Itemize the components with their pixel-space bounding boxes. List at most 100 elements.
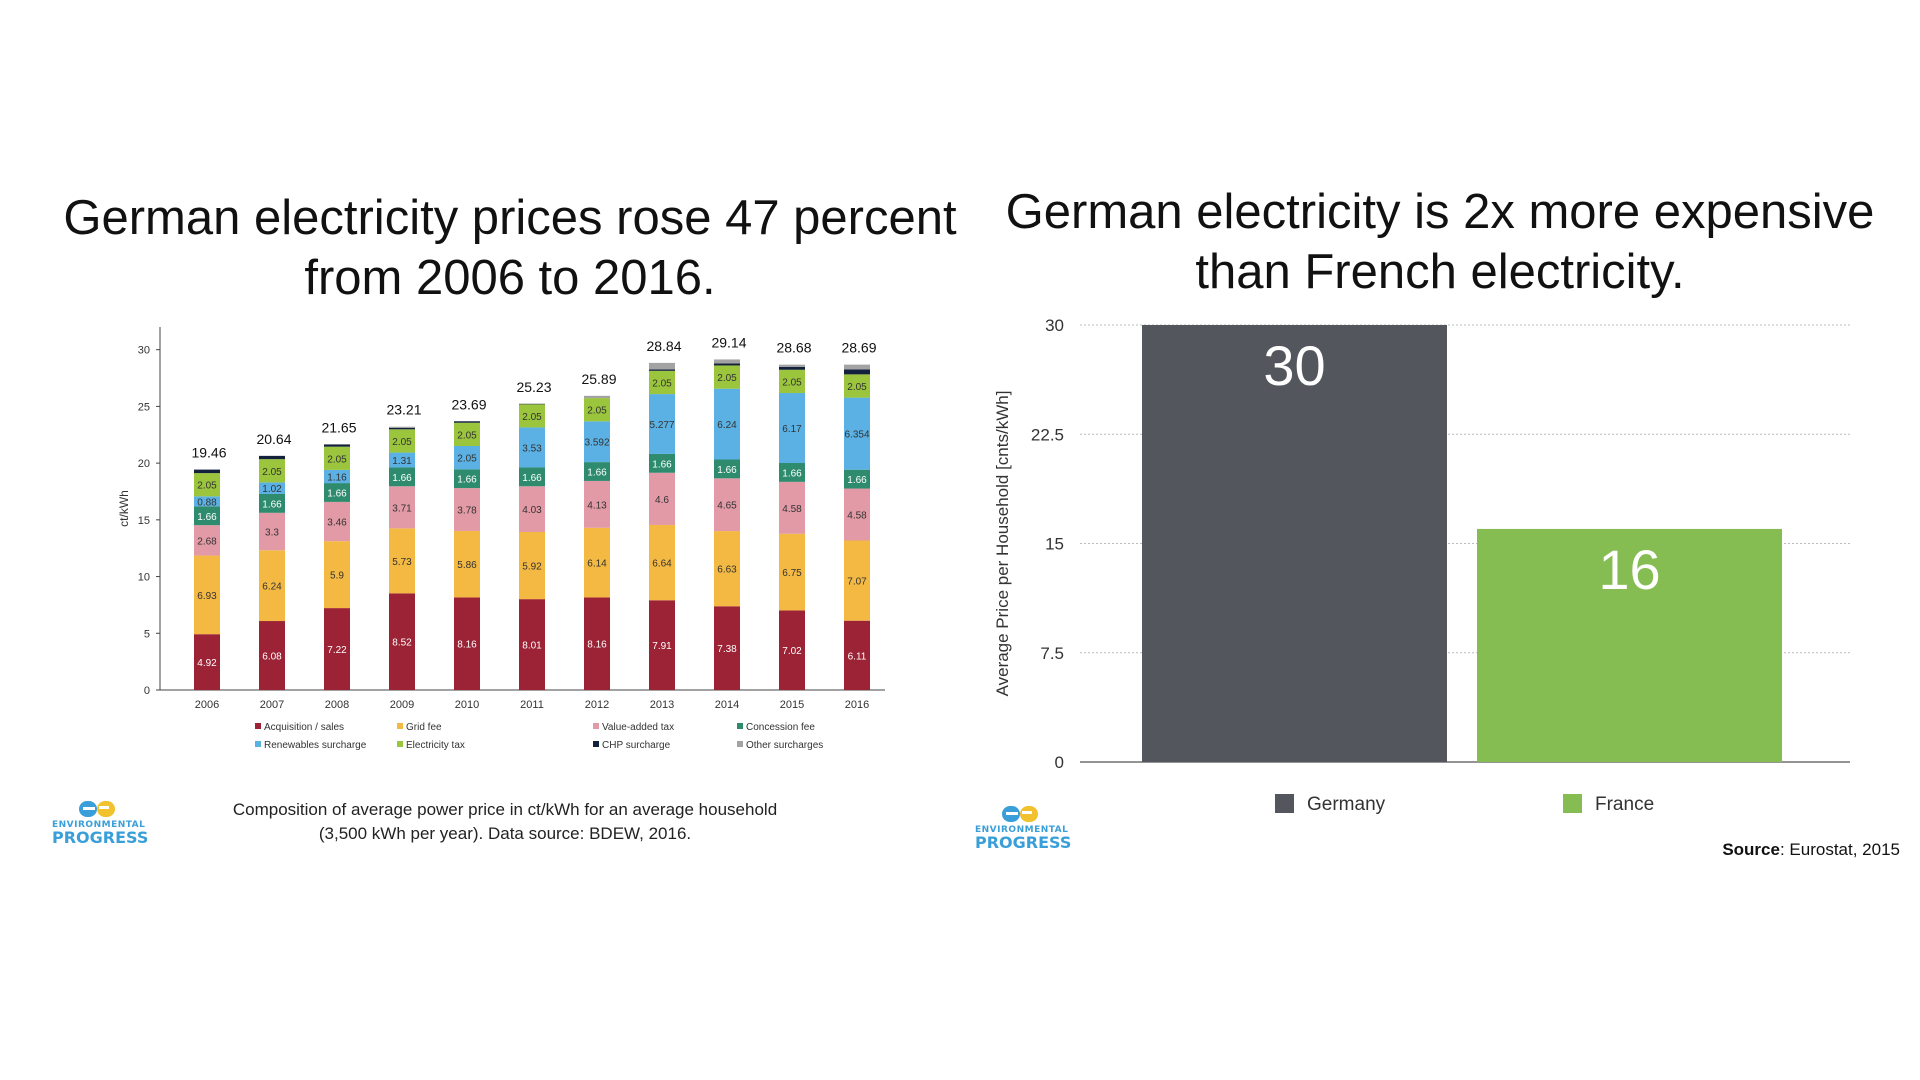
- bar-segment: [259, 455, 285, 460]
- legend-label: CHP surcharge: [602, 740, 671, 751]
- segment-label: 1.66: [847, 475, 867, 486]
- bar: [1142, 325, 1447, 762]
- bar-segment: [389, 467, 415, 487]
- segment-label: 2.05: [587, 406, 607, 417]
- segment-label: 3.46: [327, 518, 347, 529]
- logo-line1: ENVIRONMENTAL: [975, 825, 1069, 835]
- legend-swatch: [397, 741, 403, 747]
- segment-label: 4.6: [655, 495, 669, 506]
- total-label: 19.46: [191, 445, 226, 461]
- segment-label: 2.05: [197, 481, 217, 492]
- bar-segment: [584, 462, 610, 481]
- bar-segment: [844, 469, 870, 489]
- segment-label: 6.354: [844, 430, 869, 441]
- segment-label: 2.05: [457, 454, 477, 465]
- total-label: 20.64: [256, 431, 291, 447]
- bar-segment: [194, 496, 220, 507]
- segment-label: 1.66: [197, 512, 217, 523]
- bar-segment: [324, 483, 350, 502]
- bar-segment: [454, 488, 480, 531]
- ep-logo-icon: [1002, 806, 1038, 822]
- segment-label: 2.05: [327, 454, 347, 465]
- x-tick-label: 2011: [520, 699, 544, 711]
- segment-label: 1.66: [652, 459, 672, 470]
- y-tick-label: 30: [138, 345, 150, 357]
- bar-segment: [714, 388, 740, 460]
- segment-label: 6.24: [717, 420, 737, 431]
- bar-segment: [324, 501, 350, 542]
- legend-swatch: [255, 723, 261, 729]
- bar-segment: [649, 600, 675, 690]
- bar-segment: [779, 366, 805, 370]
- segment-label: 6.14: [587, 559, 607, 570]
- legend-swatch: [593, 741, 599, 747]
- legend-label: Electricity tax: [406, 740, 465, 751]
- segment-label: 6.17: [782, 424, 802, 435]
- legend-swatch: [737, 741, 743, 747]
- segment-label: 6.24: [262, 582, 282, 593]
- x-tick-label: 2012: [585, 699, 609, 711]
- bar-segment: [649, 362, 675, 370]
- legend-swatch: [397, 723, 403, 729]
- total-label: 28.84: [646, 338, 681, 354]
- legend-label: Germany: [1307, 794, 1386, 815]
- total-label: 25.89: [581, 371, 616, 387]
- segment-label: 5.92: [522, 562, 542, 573]
- bar-segment: [259, 459, 285, 483]
- segment-label: 1.16: [327, 473, 347, 484]
- segment-label: 2.05: [717, 373, 737, 384]
- total-label: 21.65: [321, 419, 356, 435]
- total-label: 25.23: [516, 379, 551, 395]
- total-label: 29.14: [711, 334, 746, 350]
- segment-label: 4.92: [197, 658, 217, 669]
- bar-segment: [779, 364, 805, 367]
- bar-segment: [259, 493, 285, 513]
- bar-segment: [649, 370, 675, 395]
- y-axis-title: Average Price per Household [cnts/kWh]: [993, 391, 1012, 697]
- segment-label: 6.75: [782, 568, 802, 579]
- x-tick-label: 2014: [715, 699, 739, 711]
- y-tick-label: 5: [144, 628, 150, 640]
- segment-label: 1.66: [717, 465, 737, 476]
- bar-segment: [324, 541, 350, 609]
- segment-label: 1.31: [392, 456, 412, 467]
- x-tick-label: 2015: [780, 699, 804, 711]
- bar-segment: [454, 422, 480, 446]
- bar-segment: [584, 597, 610, 690]
- segment-label: 7.91: [652, 641, 672, 652]
- bar-segment: [519, 486, 545, 532]
- bar-segment: [779, 369, 805, 394]
- bar-segment: [584, 480, 610, 528]
- total-label: 23.21: [386, 402, 421, 418]
- y-tick-label: 7.5: [1040, 644, 1064, 663]
- bar-segment: [714, 459, 740, 479]
- segment-label: 5.9: [330, 571, 344, 582]
- bar-segment: [454, 597, 480, 690]
- segment-label: 7.07: [847, 577, 867, 588]
- bar-segment: [389, 593, 415, 690]
- segment-label: 6.11: [848, 651, 867, 662]
- segment-label: 3.592: [584, 438, 609, 449]
- segment-label: 2.68: [197, 536, 217, 547]
- y-tick-label: 30: [1045, 316, 1064, 335]
- bar-segment: [259, 482, 285, 494]
- bar-segment: [714, 606, 740, 690]
- bar-segment: [389, 486, 415, 529]
- logo-line2: PROGRESS: [975, 833, 1072, 852]
- bar-segment: [844, 540, 870, 621]
- y-tick-label: 20: [138, 458, 150, 470]
- y-tick-label: 0: [1055, 753, 1064, 772]
- segment-label: 1.66: [392, 473, 412, 484]
- segment-label: 0.88: [197, 497, 217, 508]
- comparison-bar-chart: 0 7.5 15 22.5 30 Average Price per Household …: [993, 316, 1850, 815]
- x-tick-label: 2016: [845, 699, 869, 711]
- bar-segment: [584, 527, 610, 598]
- bar-segment: [714, 359, 740, 364]
- segment-label: 5.86: [457, 560, 477, 571]
- source-note: Source: Eurostat, 2015: [1722, 840, 1900, 860]
- bar-segment: [649, 472, 675, 525]
- bar-value-label: 16: [1598, 538, 1660, 601]
- segment-label: 3.3: [265, 528, 279, 539]
- x-tick-label: 2007: [260, 699, 284, 711]
- bar-segment: [519, 599, 545, 690]
